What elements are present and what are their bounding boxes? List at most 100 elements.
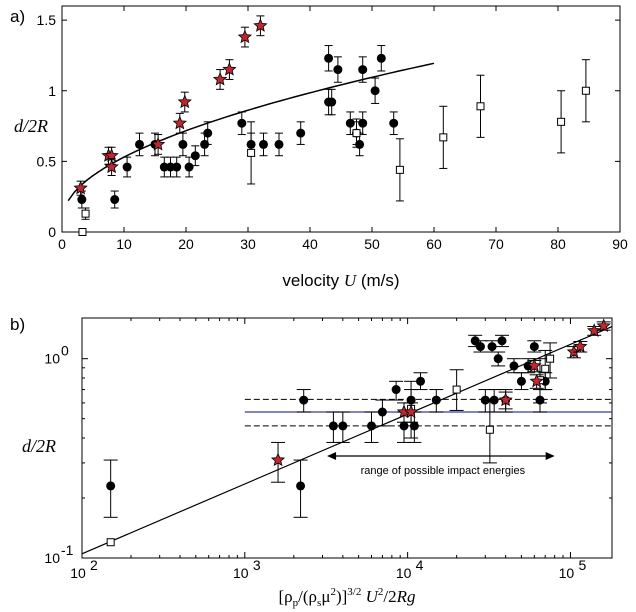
panel-b-point-filled-circle: [409, 421, 419, 431]
panel-a-point-filled-circle: [190, 151, 200, 161]
panel-b-point-red-star: [270, 452, 286, 467]
panel-a-x-tick-label: 90: [612, 236, 628, 252]
panel-a-point-open-square: [78, 228, 87, 236]
panel-a-point-filled-circle: [203, 128, 213, 138]
panel-a-point-filled-circle: [166, 162, 175, 172]
panel-a-point-open-square: [557, 117, 566, 126]
panel-a-y-label: d/2R: [14, 116, 48, 136]
panel-a-point-open-square: [395, 165, 404, 174]
panel-b-point-filled-circle: [509, 361, 519, 371]
panel-b-label: b): [10, 315, 25, 334]
panel-a-point-filled-circle: [172, 162, 182, 172]
panel-b-point-filled-circle: [475, 342, 485, 352]
panel-b: b) 10 2 10 3 10 4 10 510 -110 0 range of possible…: [10, 315, 613, 609]
panel-b-annotation-arrow-left: [327, 451, 337, 460]
panel-b-point-red-star: [527, 358, 542, 373]
panel-b-point-red-star: [573, 339, 588, 353]
panel-a-point-filled-circle: [324, 53, 334, 63]
panel-b-point-filled-circle: [497, 336, 507, 346]
panel-b-annotation-text: range of possible impact energies: [361, 465, 526, 477]
panel-a-point-filled-circle: [376, 53, 386, 63]
panel-b-point-red-star: [498, 392, 513, 407]
panel-b-reference-lines: [244, 398, 612, 427]
panel-b-y-tick-exponent: 0: [61, 343, 69, 359]
panel-a-point-red-star: [104, 159, 119, 174]
panel-a-point-filled-circle: [122, 162, 132, 172]
panel-a-x-tick-label: 30: [240, 236, 256, 252]
panel-b-point-red-star: [587, 323, 602, 337]
panel-b-point-red-star: [529, 373, 544, 388]
panel-b-x-tick-exponent: 3: [253, 557, 261, 573]
panel-a-point-filled-circle: [237, 118, 247, 128]
panel-b-point-filled-circle: [299, 395, 309, 405]
panel-b-point-open-square: [452, 385, 461, 394]
panel-a-x-tick-label: 80: [550, 236, 566, 252]
panel-a-points: [73, 15, 590, 236]
panel-b-point-filled-circle: [399, 421, 409, 431]
panel-a-x-tick-label: 40: [302, 236, 318, 252]
panel-b-point-filled-circle: [328, 421, 338, 431]
panel-b-annotation: range of possible impact energies: [327, 451, 555, 477]
panel-b-point-filled-circle: [487, 342, 497, 352]
panel-a-x-tick-label: 60: [426, 236, 442, 252]
panel-a-point-filled-circle: [259, 139, 268, 149]
panel-b-point-filled-circle: [377, 407, 387, 417]
panel-a-point-filled-circle: [274, 139, 284, 149]
panel-a-point-filled-circle: [296, 128, 306, 138]
panel-b-point-open-square: [106, 538, 115, 547]
panel-b-fit-line-path: [81, 325, 613, 555]
panel-a-point-filled-circle: [345, 118, 355, 128]
panel-b-point-filled-circle: [106, 481, 116, 491]
panel-b-point-filled-circle: [416, 376, 426, 386]
panel-b-x-tick-exponent: 5: [578, 557, 586, 573]
panel-a-point-open-square: [439, 133, 448, 142]
panel-a-point-red-star: [212, 71, 228, 86]
panel-a-point-red-star: [237, 29, 253, 44]
panel-b-y-tick-exponent: -1: [61, 542, 74, 558]
panel-b-point-open-square: [541, 364, 550, 373]
panel-b-point-open-square: [485, 425, 494, 434]
panel-a-point-filled-circle: [358, 118, 368, 128]
panel-a-point-open-square: [352, 129, 361, 138]
panel-a-x-tick-label: 50: [364, 236, 380, 252]
panel-a-x-label: velocity U (m/s): [282, 271, 399, 290]
panel-b-x-tick-label: 10: [396, 565, 412, 581]
panel-a-y-tick-label: 1: [48, 83, 56, 99]
panel-a-x-tick-label: 20: [178, 236, 194, 252]
panel-b-frame: [81, 317, 613, 559]
panel-b-y-tick-label: 10: [44, 351, 60, 367]
panel-b-x-tick-exponent: 4: [416, 557, 424, 573]
panel-a-point-open-square: [581, 86, 590, 95]
panel-a-frame: [61, 5, 621, 233]
panel-a-ticks: 0 10 20 30 40 50 60 70 80 90 0 0.5 1 1.5: [37, 6, 628, 252]
panel-b-point-red-star: [596, 318, 611, 333]
panel-a-point-red-star: [253, 18, 268, 32]
panel-a-x-tick-label: 0: [58, 236, 66, 252]
panel-b-points: [103, 318, 611, 547]
panel-a-point-filled-circle: [355, 139, 365, 149]
panel-b-point-filled-circle: [529, 342, 539, 352]
panel-a: a) 0 10 20 30 40 50 60 70 80 90 0 0.5 1 1.5 d/2R velo…: [10, 5, 628, 290]
panel-a-point-open-square: [81, 209, 90, 218]
panel-b-x-tick-exponent: 2: [90, 557, 98, 573]
panel-a-point-filled-circle: [389, 118, 399, 128]
panel-b-y-label: d/2R: [22, 436, 56, 456]
panel-b-point-filled-circle: [516, 376, 526, 386]
panel-b-point-open-square: [546, 354, 555, 363]
panel-a-y-tick-label: 0: [48, 224, 56, 240]
panel-a-point-red-star: [177, 94, 192, 109]
panel-b-y-tick-label: 10: [44, 550, 60, 566]
panel-a-y-tick-label: 0.5: [37, 153, 57, 169]
panel-a-x-tick-label: 70: [488, 236, 504, 252]
panel-a-point-filled-circle: [333, 65, 343, 75]
panel-b-x-label: [ρp/(ρsμ2)]3/2 U2/2Rg: [279, 586, 416, 609]
panel-a-fit-curve-path: [67, 62, 435, 202]
panel-b-point-filled-circle: [493, 354, 503, 364]
panel-b-x-tick-label: 10: [70, 565, 86, 581]
panel-b-point-filled-circle: [431, 395, 441, 405]
panel-a-label: a): [10, 7, 25, 26]
panel-a-point-filled-circle: [178, 139, 188, 149]
panel-a-point-red-star: [222, 62, 237, 76]
panel-a-x-tick-label: 10: [116, 236, 132, 252]
